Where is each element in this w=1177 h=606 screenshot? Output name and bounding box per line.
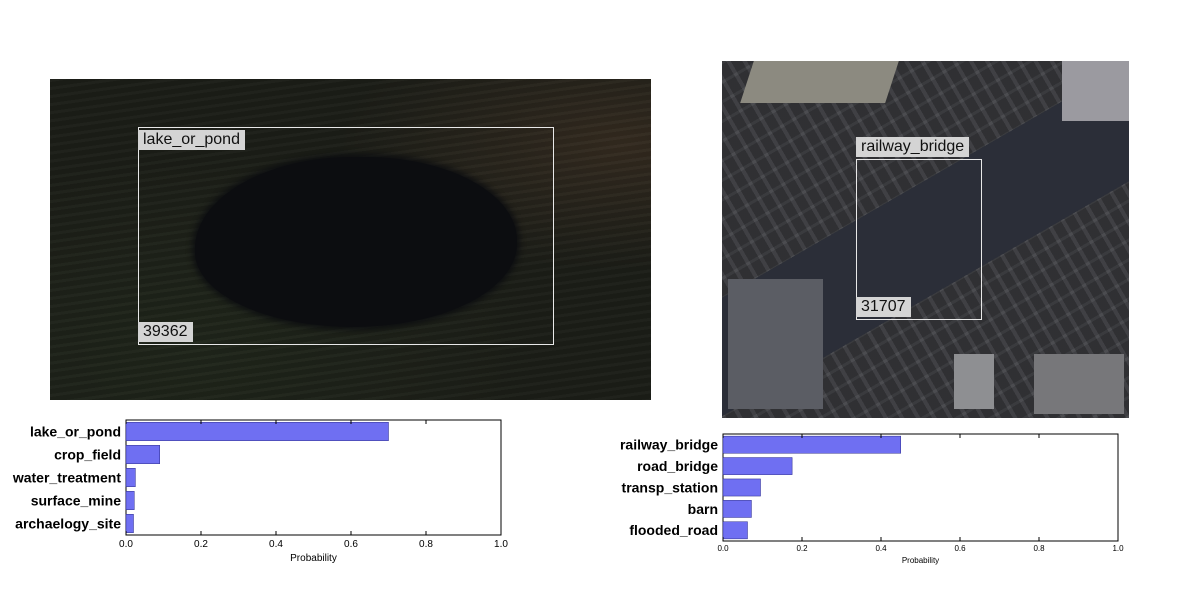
satellite-image-left: lake_or_pond 39362	[50, 79, 651, 400]
chart-right-xtick-label-4: 0.8	[1033, 544, 1045, 553]
detection-box-left	[138, 127, 554, 345]
chart-left-xtick-label-2: 0.4	[269, 539, 283, 550]
box-class-label-right: railway_bridge	[856, 137, 970, 157]
box-class-label-left: lake_or_pond	[138, 130, 245, 150]
chart-right-xtick-label-5: 1.0	[1112, 544, 1124, 553]
chart-left-category-label-0: lake_or_pond	[30, 423, 121, 439]
chart-left-category-label-1: crop_field	[54, 446, 121, 462]
chart-left-category-label-2: water_treatment	[12, 469, 121, 485]
chart-left-bar-0	[125, 422, 389, 441]
chart-right-bar-1	[722, 457, 793, 475]
chart-right-category-label-4: flooded_road	[629, 522, 718, 538]
building-bottom-right	[1034, 354, 1124, 414]
chart-right-bar-3	[722, 500, 752, 518]
chart-left-bar-3	[125, 491, 135, 510]
building-bottom-left	[728, 279, 823, 409]
chart-left-bar-2	[125, 468, 136, 487]
chart-left-xaxis-label: Probability	[290, 553, 337, 564]
satellite-image-right: railway_bridge 31707	[722, 61, 1129, 418]
chart-left-category-label-4: archaelogy_site	[15, 515, 121, 531]
building-bottom-mid	[954, 354, 994, 409]
chart-left-xtick-label-3: 0.6	[344, 539, 358, 550]
box-id-label-right: 31707	[856, 297, 911, 317]
chart-right-xtick-label-0: 0.0	[717, 544, 729, 553]
chart-left-category-label-3: surface_mine	[31, 492, 121, 508]
box-id-label-left: 39362	[138, 322, 193, 342]
detection-box-right	[856, 159, 982, 320]
chart-right-xaxis-label: Probability	[902, 556, 939, 565]
building-top-right	[1062, 61, 1129, 121]
chart-left-xtick-label-4: 0.8	[419, 539, 433, 550]
chart-right-category-label-2: transp_station	[622, 479, 718, 495]
chart-right-xtick-label-2: 0.4	[875, 544, 887, 553]
chart-right-category-label-0: railway_bridge	[620, 437, 718, 453]
chart-right-bar-4	[722, 521, 748, 540]
chart-right-bar-0	[722, 435, 901, 454]
chart-left-xtick-label-0: 0.0	[119, 539, 133, 550]
chart-right-category-label-1: road_bridge	[637, 458, 718, 474]
chart-right-category-label-3: barn	[688, 501, 718, 517]
chart-right-xtick-label-3: 0.6	[954, 544, 966, 553]
chart-right-bar-2	[722, 478, 761, 497]
lake-shape	[195, 157, 517, 327]
chart-left-bar-4	[125, 514, 134, 533]
chart-left-xtick-label-5: 1.0	[494, 539, 508, 550]
chart-right-xtick-label-1: 0.2	[796, 544, 808, 553]
chart-left-xtick-label-1: 0.2	[194, 539, 208, 550]
chart-left-bar-1	[125, 445, 160, 464]
